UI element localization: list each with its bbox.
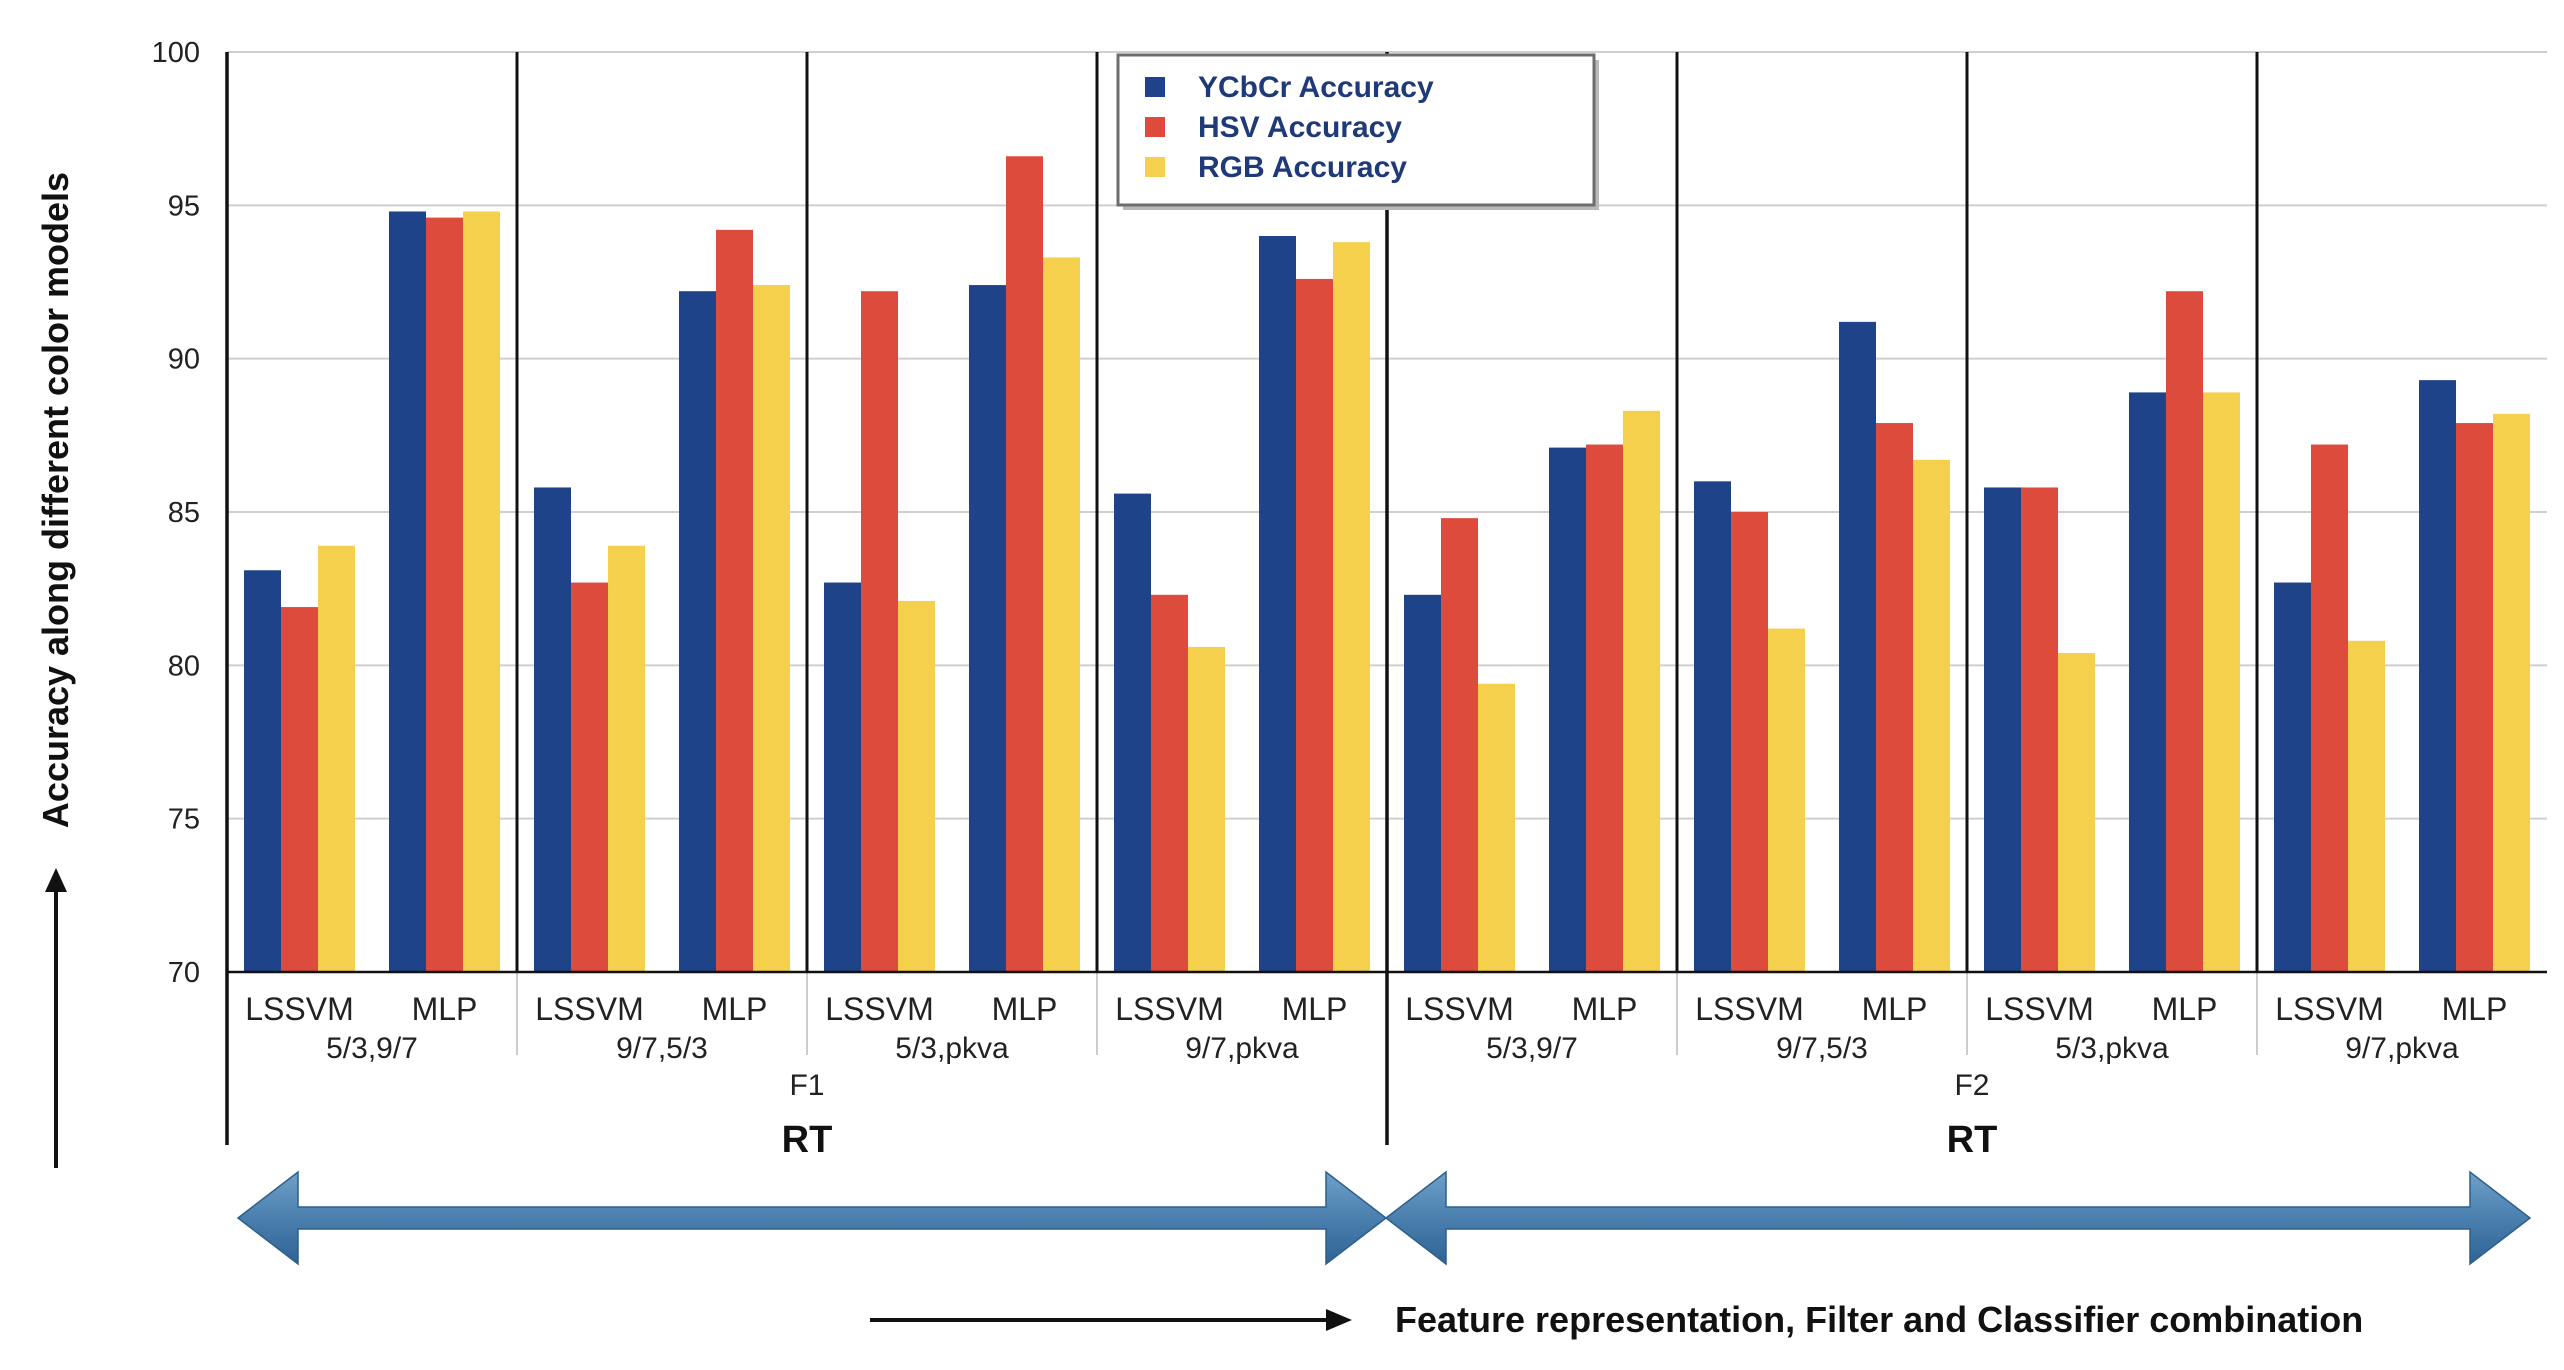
classifier-label: LSSVM <box>825 991 933 1027</box>
bar-f1-9-7-5-3-lssvm-2 <box>608 545 645 972</box>
bar-f2-9-7-5-3-mlp-0 <box>1839 321 1876 972</box>
feature-label: F2 <box>1954 1069 1989 1102</box>
bar-f1-5-3-pkva-lssvm-1 <box>861 291 898 972</box>
legend-label: YCbCr Accuracy <box>1198 71 1434 104</box>
y-tick-label: 90 <box>168 344 200 376</box>
bar-f1-5-3-9-7-lssvm-0 <box>244 570 281 972</box>
classifier-label: LSSVM <box>1985 991 2093 1027</box>
y-tick-label: 100 <box>152 37 200 69</box>
y-tick-label: 85 <box>168 497 200 529</box>
y-tick-label: 80 <box>168 650 200 682</box>
feature-label: F1 <box>789 1069 824 1102</box>
bar-f2-9-7-5-3-lssvm-0 <box>1694 481 1731 972</box>
legend-swatch <box>1145 77 1165 97</box>
bar-f1-5-3-pkva-lssvm-2 <box>898 600 935 972</box>
bar-f2-5-3-pkva-mlp-2 <box>2203 392 2240 972</box>
bar-f2-5-3-pkva-lssvm-0 <box>1984 487 2021 972</box>
bar-f1-9-7-pkva-mlp-2 <box>1333 242 1370 973</box>
classifier-label: LSSVM <box>1695 991 1803 1027</box>
legend-swatch <box>1145 157 1165 177</box>
bar-f2-9-7-pkva-lssvm-0 <box>2274 582 2311 972</box>
classifier-label: MLP <box>1862 991 1928 1027</box>
combination-label: 9/7,pkva <box>2345 1032 2459 1065</box>
y-axis-title: Accuracy along different color models <box>35 172 76 828</box>
classifier-label: LSSVM <box>245 991 353 1027</box>
bar-f1-9-7-pkva-lssvm-2 <box>1188 646 1225 972</box>
feature-group-label: RT <box>782 1119 833 1161</box>
y-axis-arrow-head <box>45 868 67 892</box>
classifier-label: MLP <box>992 991 1058 1027</box>
x-axis-title: Feature representation, Filter and Class… <box>1395 1299 2363 1340</box>
y-tick-label: 75 <box>168 804 200 836</box>
combination-label: 9/7,5/3 <box>1776 1032 1868 1065</box>
bar-f2-9-7-pkva-lssvm-1 <box>2311 444 2348 972</box>
bar-f1-9-7-5-3-mlp-1 <box>716 229 753 972</box>
classifier-label: LSSVM <box>2275 991 2383 1027</box>
bar-f2-9-7-pkva-mlp-1 <box>2456 423 2493 973</box>
bar-f1-5-3-pkva-mlp-0 <box>969 285 1006 973</box>
bar-f2-9-7-pkva-lssvm-2 <box>2348 640 2385 972</box>
combination-label: 5/3,pkva <box>2055 1032 2169 1065</box>
bar-f2-9-7-pkva-mlp-0 <box>2419 380 2456 973</box>
bar-f1-9-7-pkva-mlp-0 <box>1259 236 1296 972</box>
bar-f1-9-7-5-3-mlp-2 <box>753 285 790 973</box>
bar-f1-9-7-pkva-lssvm-0 <box>1114 493 1151 972</box>
bar-f2-5-3-9-7-mlp-1 <box>1586 444 1623 972</box>
bar-f1-5-3-9-7-lssvm-2 <box>318 545 355 972</box>
f1-span-arrow <box>236 1170 1388 1266</box>
legend-box <box>1116 53 1596 207</box>
classifier-label: MLP <box>1572 991 1638 1027</box>
classifier-label: MLP <box>702 991 768 1027</box>
combination-label: 9/7,5/3 <box>616 1032 708 1065</box>
bar-f1-5-3-pkva-lssvm-0 <box>824 582 861 972</box>
f2-span-arrow <box>1384 1170 2532 1266</box>
classifier-label: MLP <box>412 991 478 1027</box>
bar-f1-5-3-9-7-mlp-1 <box>426 217 463 973</box>
combination-label: 5/3,pkva <box>895 1032 1009 1065</box>
legend-label: RGB Accuracy <box>1198 151 1407 184</box>
bar-f1-9-7-pkva-mlp-1 <box>1296 278 1333 972</box>
bar-f2-5-3-9-7-lssvm-1 <box>1441 518 1478 972</box>
bar-f1-9-7-5-3-lssvm-1 <box>571 582 608 972</box>
bar-f2-5-3-pkva-mlp-1 <box>2166 291 2203 972</box>
bar-f1-9-7-pkva-lssvm-1 <box>1151 594 1188 972</box>
bar-f2-9-7-5-3-lssvm-1 <box>1731 512 1768 972</box>
bar-f1-5-3-9-7-mlp-2 <box>463 211 500 972</box>
bar-f1-5-3-pkva-mlp-2 <box>1043 257 1080 972</box>
bar-f1-5-3-9-7-mlp-0 <box>389 211 426 972</box>
bar-f2-5-3-9-7-lssvm-0 <box>1404 594 1441 972</box>
bar-f2-5-3-pkva-lssvm-2 <box>2058 653 2095 972</box>
classifier-label: MLP <box>1282 991 1348 1027</box>
bar-f2-9-7-pkva-mlp-2 <box>2493 413 2530 972</box>
bar-f2-5-3-pkva-mlp-0 <box>2129 392 2166 972</box>
bar-f2-5-3-9-7-mlp-0 <box>1549 447 1586 973</box>
x-axis-arrow-head <box>1326 1309 1352 1331</box>
y-tick-label: 70 <box>168 957 200 989</box>
classifier-label: MLP <box>2152 991 2218 1027</box>
classifier-label: LSSVM <box>535 991 643 1027</box>
combination-label: 9/7,pkva <box>1185 1032 1299 1065</box>
bar-f1-9-7-5-3-mlp-0 <box>679 291 716 972</box>
classifier-label: LSSVM <box>1405 991 1513 1027</box>
classifier-label: MLP <box>2442 991 2508 1027</box>
bar-f1-5-3-9-7-lssvm-1 <box>281 607 318 972</box>
bar-f2-5-3-pkva-lssvm-1 <box>2021 487 2058 972</box>
bar-f2-5-3-9-7-lssvm-2 <box>1478 683 1515 972</box>
bar-f2-9-7-5-3-lssvm-2 <box>1768 628 1805 972</box>
bar-f2-5-3-9-7-mlp-2 <box>1623 410 1660 972</box>
feature-group-label: RT <box>1947 1119 1998 1161</box>
bar-f1-5-3-pkva-mlp-1 <box>1006 156 1043 972</box>
combination-label: 5/3,9/7 <box>1486 1032 1578 1065</box>
y-tick-label: 95 <box>168 190 200 222</box>
legend-label: HSV Accuracy <box>1198 111 1402 144</box>
combination-label: 5/3,9/7 <box>326 1032 418 1065</box>
bar-f2-9-7-5-3-mlp-1 <box>1876 423 1913 973</box>
classifier-label: LSSVM <box>1115 991 1223 1027</box>
legend-swatch <box>1145 117 1165 137</box>
bar-f1-9-7-5-3-lssvm-0 <box>534 487 571 972</box>
bar-f2-9-7-5-3-mlp-2 <box>1913 459 1950 972</box>
